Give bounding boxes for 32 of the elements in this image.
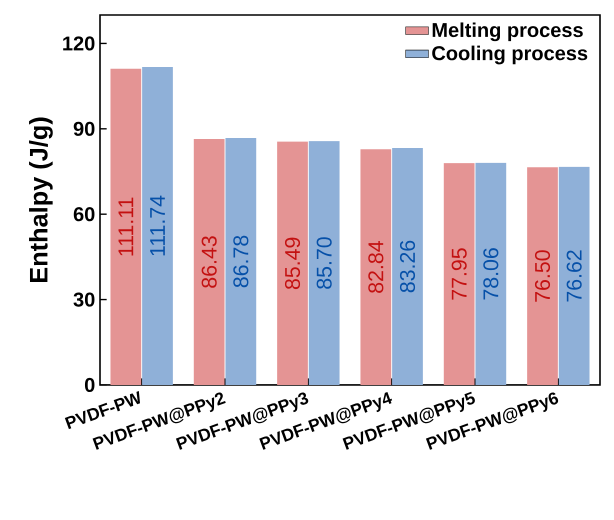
bar	[527, 167, 558, 385]
bar	[277, 142, 308, 385]
data-label: 77.95	[452, 248, 467, 300]
y-tick-label: 90	[74, 122, 94, 136]
data-label: 82.84	[368, 241, 384, 293]
data-label: 85.70	[316, 237, 332, 289]
data-label: 76.62	[566, 250, 582, 302]
bar	[308, 141, 340, 385]
y-tick-label: 120	[63, 36, 94, 51]
data-label: 83.26	[400, 240, 416, 292]
bar	[392, 148, 423, 385]
bar	[558, 166, 590, 385]
y-tick-label: 60	[74, 207, 94, 222]
bar	[110, 68, 142, 385]
data-label: 76.50	[534, 250, 550, 302]
data-label: 86.78	[233, 236, 248, 288]
legend-label: Cooling process	[432, 46, 588, 64]
bar	[194, 138, 225, 385]
bar	[475, 162, 506, 385]
y-axis-title: Enthalpy (J/g)	[29, 118, 53, 282]
data-label: 78.06	[483, 248, 498, 300]
data-label: 111.74	[150, 196, 165, 256]
bar	[142, 66, 173, 385]
bar	[360, 149, 392, 385]
bar	[444, 163, 475, 385]
y-tick-label: 0	[84, 378, 94, 392]
y-tick-label: 30	[74, 292, 94, 307]
data-label: 86.43	[202, 236, 217, 288]
data-label: 111.11	[118, 198, 134, 256]
data-label: 85.49	[284, 238, 300, 290]
bar	[225, 138, 256, 385]
legend-label: Melting process	[432, 22, 583, 42]
